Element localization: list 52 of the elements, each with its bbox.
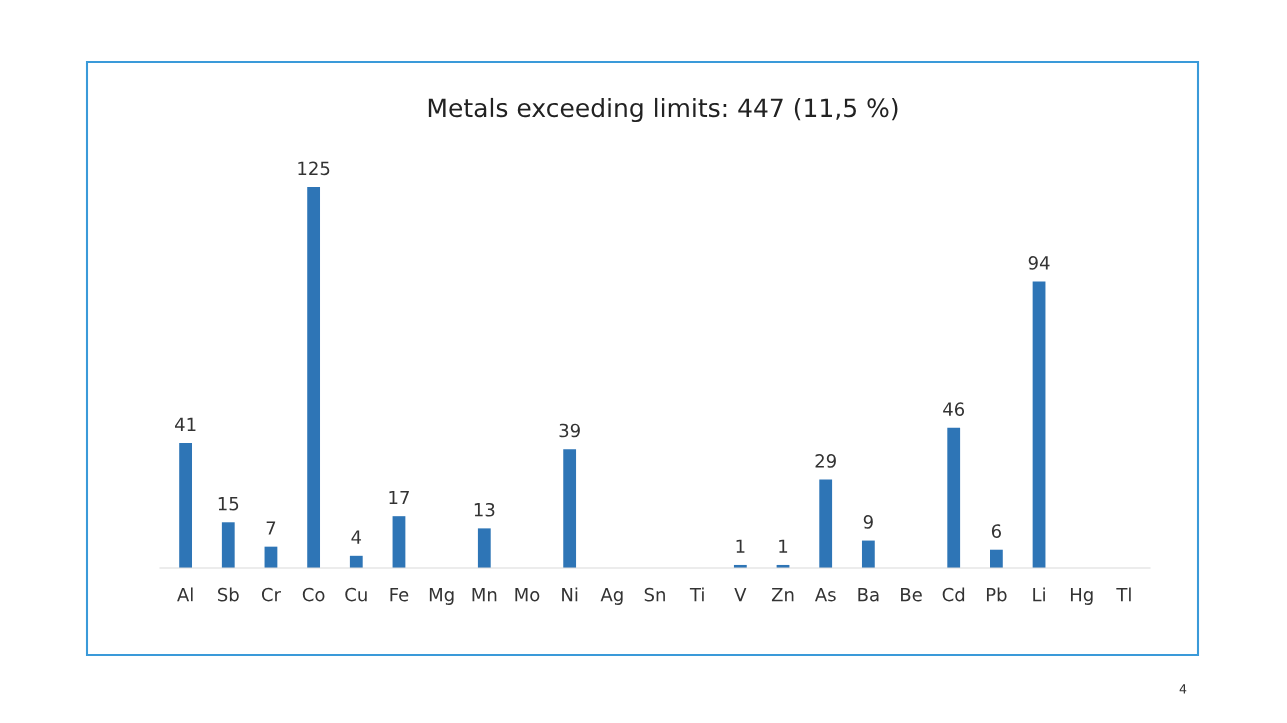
data-label: 41 <box>175 417 196 431</box>
bar <box>477 528 491 568</box>
x-tick-label: Cu <box>345 587 367 602</box>
x-tick-label: Tl <box>1116 587 1131 602</box>
x-tick-label: Sb <box>218 587 239 602</box>
bar <box>307 187 321 568</box>
bar <box>221 522 235 568</box>
text: 4 <box>1179 684 1187 694</box>
x-tick-label: Co <box>302 587 325 602</box>
data-label: 15 <box>218 497 239 511</box>
data-label: 125 <box>298 161 330 176</box>
data-label: 1 <box>736 539 745 553</box>
bar <box>819 479 833 568</box>
data-label: 1 <box>779 539 788 553</box>
x-tick-label: Ni <box>562 587 578 602</box>
x-tick-label: Ti <box>689 587 704 602</box>
data-label: 4 <box>351 530 362 544</box>
data-label: 9 <box>863 515 873 529</box>
bar <box>179 443 192 568</box>
x-tick-label: Ba <box>858 588 879 602</box>
data-label: 39 <box>559 423 580 438</box>
x-tick-label: Cr <box>261 587 281 602</box>
x-tick-label: Zn <box>771 588 794 602</box>
data-label: 17 <box>389 490 409 505</box>
bar <box>349 555 363 568</box>
x-tick-label: Pb <box>986 587 1007 602</box>
x-tick-label: Hg <box>1070 588 1093 605</box>
x-tick-label: Cd <box>942 587 965 602</box>
x-tick-label: V <box>734 588 747 602</box>
x-tick-label: Mn <box>472 588 497 602</box>
data-label: 94 <box>1028 256 1050 270</box>
x-tick-label: Mg <box>429 588 454 605</box>
bar <box>1032 281 1046 568</box>
x-tick-label: Al <box>177 587 193 602</box>
data-label: 7 <box>266 521 276 535</box>
bar <box>392 516 406 568</box>
bar <box>947 427 961 568</box>
data-label: 6 <box>991 524 1001 538</box>
bar <box>861 540 875 568</box>
x-tick-label: As <box>814 588 836 602</box>
data-label: 46 <box>943 402 965 416</box>
x-tick-label: Mo <box>515 588 540 602</box>
x-tick-label: Li <box>1033 587 1045 602</box>
bar <box>989 549 1003 568</box>
data-label: 13 <box>474 502 495 517</box>
x-tick-label: Ag <box>600 588 623 605</box>
bar <box>563 449 577 568</box>
chart-title: Metals exceeding limits: 447 (11,5 %) <box>428 97 898 123</box>
x-tick-label: Be <box>901 588 922 602</box>
data-label: 29 <box>815 454 836 468</box>
x-tick-label: Fe <box>390 588 409 602</box>
x-tick-label: Sn <box>644 587 665 602</box>
